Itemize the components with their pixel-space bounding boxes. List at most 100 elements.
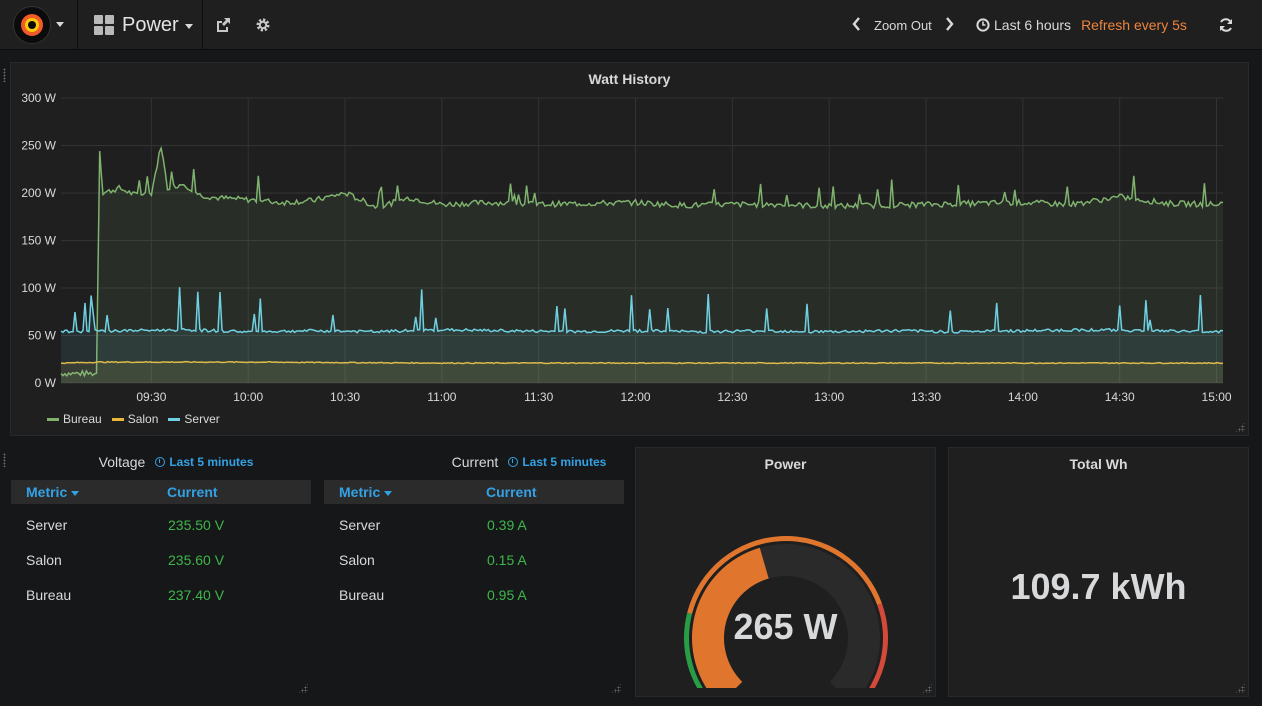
- table-header: Metric Current: [11, 480, 311, 504]
- series-area-salon: [61, 361, 1223, 383]
- grafana-logo-icon: [13, 6, 51, 44]
- share-icon: [217, 18, 230, 32]
- top-navbar: Power Zoom Out Last 6 hours Refresh ever…: [0, 0, 1262, 50]
- value-cell: 0.95 A: [487, 586, 527, 603]
- x-tick-label: 11:00: [427, 390, 456, 404]
- metric-cell: Salon: [339, 551, 375, 568]
- y-tick-label: 300 W: [21, 91, 56, 105]
- metric-cell: Server: [339, 516, 381, 533]
- row-drag-handle[interactable]: [3, 68, 6, 82]
- metric-cell: Bureau: [26, 586, 72, 603]
- panel-resize-handle[interactable]: [298, 683, 308, 693]
- x-tick-label: 13:00: [814, 390, 844, 404]
- series-line-server: [60, 287, 1224, 335]
- series-area-bureau: [61, 148, 1223, 383]
- panel-resize-handle[interactable]: [1235, 683, 1245, 693]
- voltage-panel: Voltage Last 5 minutes Metric Current Se…: [10, 447, 312, 697]
- series-line-bureau: [60, 145, 1224, 378]
- time-forward-button[interactable]: [940, 16, 958, 34]
- panel-resize-handle[interactable]: [922, 683, 932, 693]
- metric-cell: Salon: [26, 551, 62, 568]
- legend-label: Bureau: [63, 412, 102, 426]
- settings-button[interactable]: [250, 0, 276, 50]
- x-tick-label: 10:00: [233, 390, 263, 404]
- y-tick-label: 0 W: [35, 376, 57, 390]
- x-tick-label: 09:30: [136, 390, 166, 404]
- zoom-out-button[interactable]: Zoom Out: [874, 17, 932, 33]
- gauge-threshold-red: [869, 603, 888, 688]
- refresh-button[interactable]: [1212, 0, 1240, 50]
- legend-label: Salon: [127, 412, 159, 426]
- clock-icon: [976, 18, 990, 32]
- x-tick-label: 12:00: [621, 390, 651, 404]
- time-back-button[interactable]: [848, 16, 866, 34]
- watt-history-chart[interactable]: 0 W 50 W 100 W 150 W 200 W 250 W 300 W 09:30 10:…: [11, 63, 1248, 435]
- time-override-note: Last 5 minutes: [508, 455, 606, 469]
- clock-icon: [155, 457, 166, 467]
- clock-icon: [508, 457, 519, 467]
- grafana-menu-button[interactable]: [0, 0, 76, 50]
- dashboard-picker[interactable]: Power: [80, 0, 202, 50]
- chevron-down-icon: [56, 22, 64, 27]
- x-tick-label: 12:30: [717, 390, 747, 404]
- value-cell: 235.60 V: [168, 551, 225, 568]
- table-row: Server 0.39 A: [324, 507, 624, 542]
- table-header: Metric Current: [324, 480, 624, 504]
- legend-swatch: [111, 417, 124, 421]
- time-range-label: Last 6 hours: [994, 17, 1072, 33]
- panel-title[interactable]: Watt History: [588, 71, 671, 87]
- panel-title[interactable]: Voltage: [98, 454, 146, 470]
- table-row: Salon 235.60 V: [11, 542, 311, 577]
- gauge-threshold-green: [684, 612, 703, 688]
- power-panel: Power 265 W: [635, 447, 936, 697]
- legend-item-salon[interactable]: Salon: [111, 412, 159, 426]
- legend-item-bureau[interactable]: Bureau: [47, 412, 102, 426]
- column-header-metric[interactable]: Metric: [339, 484, 486, 500]
- time-override-note: Last 5 minutes: [155, 455, 253, 469]
- time-picker-button[interactable]: Last 6 hours Refresh every 5s: [976, 0, 1187, 50]
- share-button[interactable]: [210, 0, 236, 50]
- series-area-server: [61, 287, 1223, 383]
- chart-legend: Bureau Salon Server: [47, 412, 220, 426]
- panel-resize-handle[interactable]: [611, 683, 621, 693]
- chevron-left-icon: [852, 16, 860, 31]
- gauge-fill: [692, 547, 769, 688]
- value-cell: 235.50 V: [168, 516, 225, 533]
- panel-title[interactable]: Total Wh: [1069, 456, 1128, 472]
- y-tick-label: 150 W: [21, 234, 56, 248]
- chevron-right-icon: [945, 16, 954, 31]
- metric-cell: Bureau: [339, 586, 385, 603]
- panel-title[interactable]: Power: [764, 456, 807, 472]
- legend-swatch: [168, 417, 181, 421]
- panel-resize-handle[interactable]: [1235, 422, 1245, 432]
- zoom-controls: Zoom Out: [848, 0, 958, 50]
- sort-desc-icon: [384, 490, 393, 496]
- sort-desc-icon: [71, 490, 80, 496]
- refresh-icon: [1220, 18, 1232, 32]
- column-header-metric[interactable]: Metric: [26, 484, 167, 500]
- x-tick-label: 14:30: [1105, 390, 1135, 404]
- watt-history-panel: Watt History 0 W 50 W 100 W 150 W 200 W 250 W…: [10, 62, 1249, 436]
- metric-cell: Server: [26, 516, 68, 533]
- row-drag-handle[interactable]: [3, 453, 6, 467]
- series-line-salon: [60, 360, 1224, 365]
- table-row: Server 235.50 V: [11, 507, 311, 542]
- column-header-current[interactable]: Current: [486, 484, 537, 500]
- x-tick-label: 10:30: [330, 390, 360, 404]
- x-tick-label: 15:00: [1202, 390, 1232, 404]
- value-cell: 0.39 A: [487, 516, 527, 533]
- refresh-interval-label: Refresh every 5s: [1081, 17, 1187, 33]
- y-tick-label: 100 W: [21, 281, 56, 295]
- column-header-current[interactable]: Current: [167, 484, 218, 500]
- dashboard-grid-icon: [94, 15, 114, 35]
- y-tick-label: 250 W: [21, 139, 56, 153]
- panel-title[interactable]: Current: [451, 454, 499, 470]
- total-wh-panel: Total Wh 109.7 kWh: [948, 447, 1249, 697]
- voltage-header: Voltage Last 5 minutes: [11, 454, 311, 470]
- table-row: Bureau 0.95 A: [324, 577, 624, 612]
- legend-label: Server: [184, 412, 220, 426]
- current-panel: Current Last 5 minutes Metric Current Se…: [323, 447, 625, 697]
- x-tick-label: 13:30: [911, 390, 941, 404]
- dashboard-title: Power: [122, 13, 179, 36]
- legend-item-server[interactable]: Server: [168, 412, 220, 426]
